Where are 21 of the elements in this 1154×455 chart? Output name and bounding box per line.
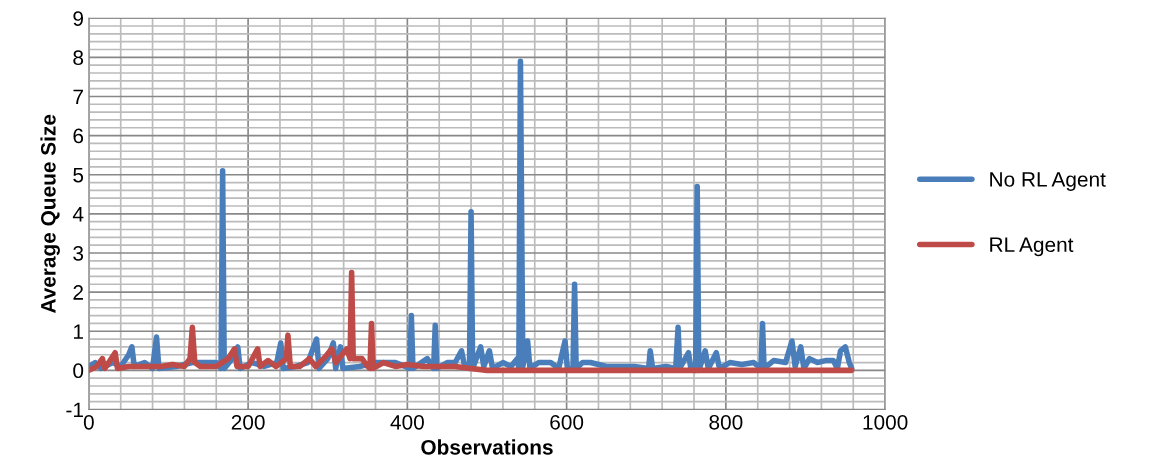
y-axis-title: Average Queue Size (40, 114, 60, 314)
y-tick-label: 4 (72, 207, 84, 222)
y-tick-label: 1 (74, 324, 83, 339)
legend-label: No RL Agent (990, 172, 1106, 191)
x-tick-label: 400 (390, 414, 424, 430)
y-tick-label: 3 (73, 245, 84, 261)
y-tick-label: 9 (73, 11, 84, 26)
x-tick-label: 800 (709, 414, 743, 430)
y-tick-label: 7 (73, 89, 83, 105)
y-tick-label: 6 (73, 128, 84, 144)
y-tick-label: 8 (73, 50, 84, 66)
y-tick-label: -1 (66, 402, 83, 418)
legend-label: RL Agent (990, 237, 1074, 257)
y-tick-label: 2 (73, 285, 83, 300)
y-tick-label: 0 (73, 363, 84, 379)
x-tick-label: 600 (550, 414, 584, 430)
y-tick-label: 5 (73, 167, 84, 183)
x-tick-label: 200 (231, 414, 265, 430)
x-tick-label: 0 (83, 414, 94, 430)
x-tick-label: 1000 (863, 414, 908, 430)
x-axis-title: Observations (421, 439, 553, 455)
